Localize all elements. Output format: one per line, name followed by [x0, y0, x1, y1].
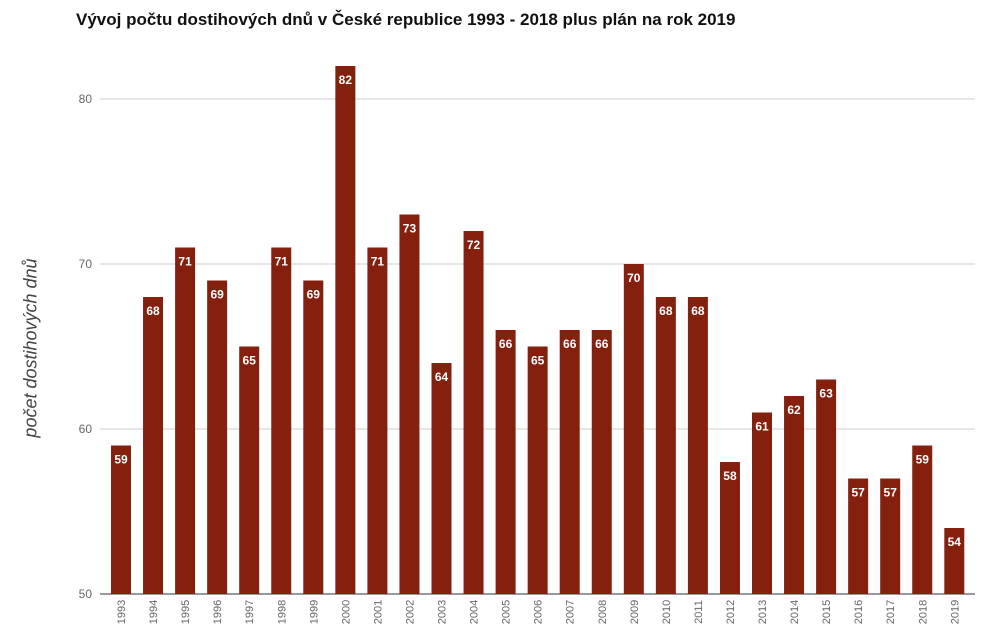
bar-2017	[880, 478, 901, 594]
x-tick-1994: 1994	[148, 600, 160, 624]
x-tick-labels: 1993 1994 1995 1996 1997 1998 1999 2000 2001 2002…	[116, 600, 961, 624]
bar-2004	[463, 231, 484, 594]
x-tick-1998: 1998	[276, 600, 288, 624]
x-tick-2009: 2009	[629, 600, 641, 624]
data-label-2009: 70	[627, 271, 641, 285]
x-tick-2019: 2019	[949, 600, 961, 624]
x-tick-2014: 2014	[789, 600, 801, 624]
data-label-2015: 63	[819, 387, 833, 401]
data-label-2008: 66	[595, 337, 609, 351]
bar-2007	[559, 330, 580, 594]
data-labels: 59 68 71 69 65 71 69 82 71 73 64 72 66 65 66 66 70 68 68 58…	[114, 73, 961, 549]
data-label-2004: 72	[467, 238, 481, 252]
data-label-2007: 66	[563, 337, 577, 351]
data-label-2006: 65	[531, 354, 545, 368]
bar-2013	[752, 412, 772, 594]
bar-2008	[591, 330, 612, 594]
data-label-1993: 59	[114, 453, 128, 467]
bar-2003	[431, 363, 452, 594]
bar-2009	[623, 264, 644, 594]
data-label-2018: 59	[916, 453, 930, 467]
data-label-2001: 71	[371, 255, 385, 269]
bar-2014	[784, 396, 805, 594]
y-tick-labels: 50 60 70 80	[79, 92, 93, 601]
data-label-2000: 82	[339, 73, 353, 87]
data-label-2003: 64	[435, 370, 449, 384]
data-label-2013: 61	[755, 420, 769, 434]
bar-2011	[687, 297, 708, 594]
y-tick-70: 70	[79, 257, 93, 271]
data-label-1999: 69	[307, 288, 321, 302]
x-tick-2005: 2005	[501, 600, 513, 624]
data-label-2010: 68	[659, 304, 673, 318]
data-label-2014: 62	[787, 403, 801, 417]
bar-2019	[944, 528, 965, 594]
data-label-2002: 73	[403, 222, 417, 236]
bar-1998	[271, 247, 292, 594]
bar-2006	[527, 346, 548, 594]
data-label-1995: 71	[178, 255, 192, 269]
x-tick-2012: 2012	[725, 600, 737, 624]
data-label-1996: 69	[210, 288, 224, 302]
bar-1999	[303, 280, 324, 594]
data-label-2012: 58	[723, 469, 737, 483]
x-tick-1993: 1993	[116, 600, 128, 624]
x-tick-1996: 1996	[212, 600, 224, 624]
y-tick-60: 60	[79, 422, 93, 436]
data-label-2011: 68	[691, 304, 705, 318]
x-tick-2018: 2018	[917, 600, 929, 624]
x-tick-2001: 2001	[372, 600, 384, 624]
bar-1995	[175, 247, 196, 594]
data-label-2017: 57	[884, 486, 898, 500]
x-tick-2006: 2006	[533, 600, 545, 624]
data-label-2019: 54	[948, 535, 962, 549]
bar-1996	[207, 280, 228, 594]
bar-2018	[912, 445, 933, 594]
x-tick-1997: 1997	[244, 600, 256, 624]
x-tick-2013: 2013	[757, 600, 769, 624]
x-tick-2016: 2016	[853, 600, 865, 624]
x-tick-2015: 2015	[821, 600, 833, 624]
data-label-2005: 66	[499, 337, 513, 351]
y-tick-80: 80	[79, 92, 93, 106]
bar-1993	[111, 445, 131, 594]
x-tick-2004: 2004	[469, 600, 481, 624]
bar-1994	[143, 297, 164, 594]
y-tick-50: 50	[79, 587, 93, 601]
bar-2001	[367, 247, 388, 594]
bar-2016	[848, 478, 869, 594]
bar-2010	[655, 297, 676, 594]
bar-2015	[816, 379, 837, 594]
x-tick-2011: 2011	[693, 600, 705, 624]
bar-2012	[719, 462, 740, 594]
bar-2002	[399, 214, 420, 594]
data-label-2016: 57	[851, 486, 865, 500]
x-tick-2017: 2017	[885, 600, 897, 624]
bar-2005	[495, 330, 516, 594]
x-tick-1995: 1995	[180, 600, 192, 624]
x-tick-2003: 2003	[437, 600, 449, 624]
x-tick-1999: 1999	[308, 600, 320, 624]
x-tick-2010: 2010	[661, 600, 673, 624]
data-label-1997: 65	[243, 354, 257, 368]
data-label-1998: 71	[275, 255, 289, 269]
x-tick-2007: 2007	[565, 600, 577, 624]
x-tick-2000: 2000	[340, 600, 352, 624]
x-tick-2002: 2002	[404, 600, 416, 624]
data-label-1994: 68	[146, 304, 160, 318]
chart-title: Vývoj počtu dostihových dnů v České repu…	[76, 10, 736, 29]
bar-1997	[239, 346, 260, 594]
bar-2000	[335, 66, 356, 594]
bars	[111, 66, 965, 594]
x-tick-2008: 2008	[597, 600, 609, 624]
